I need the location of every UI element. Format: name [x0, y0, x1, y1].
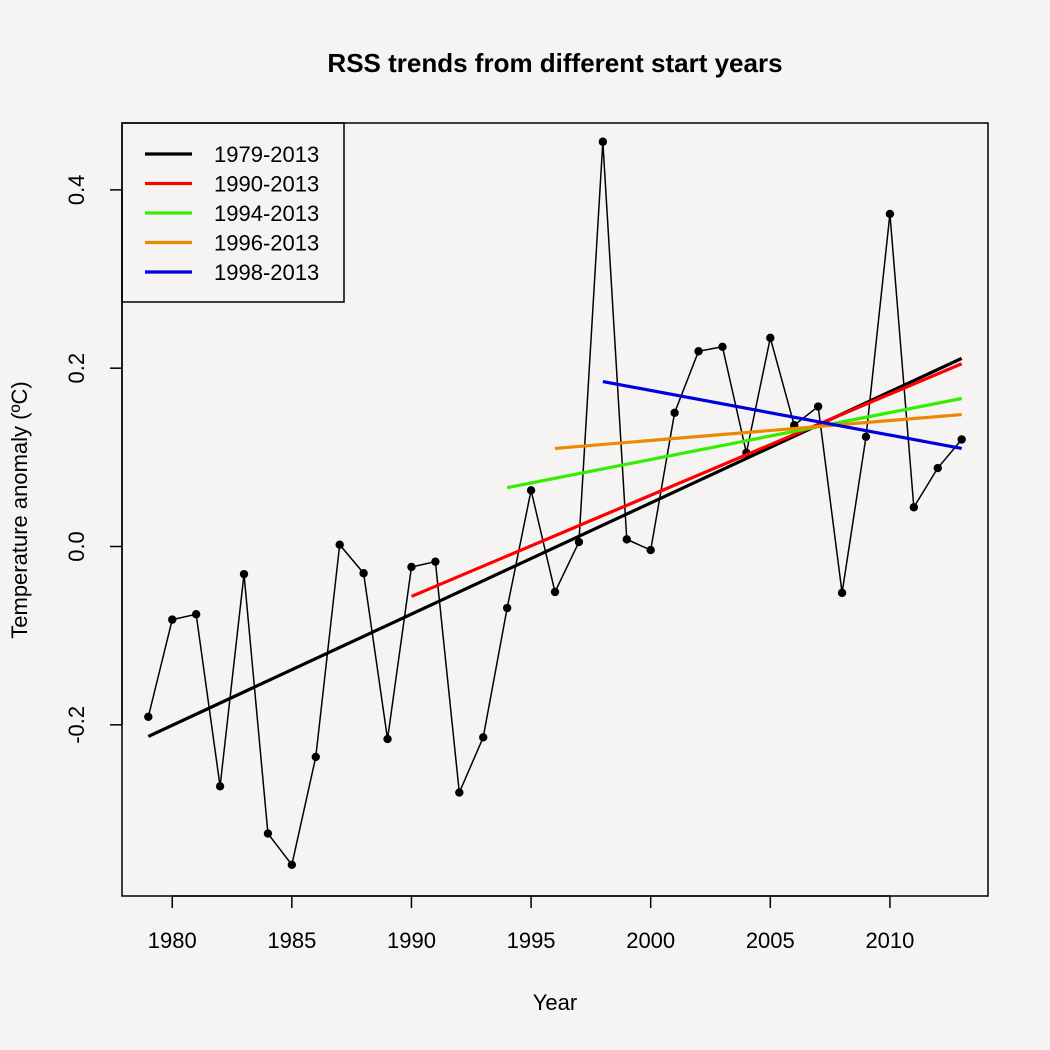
data-point: [909, 503, 919, 512]
data-point: [861, 432, 871, 442]
data-point: [813, 402, 823, 411]
trend-lines: [147, 356, 963, 738]
legend-label: 1998-2013: [214, 260, 319, 285]
data-point: [311, 752, 320, 762]
y-axis: -0.2 0.0 0.2 0.4: [64, 175, 123, 744]
x-axis: 1980 1985 1990 1995 2000 2005 2010: [148, 895, 914, 953]
data-point: [622, 535, 631, 544]
legend-box: [121, 122, 345, 303]
trend-line-1998-2013: [602, 379, 962, 450]
legend-items: 1979-2013 1990-2013 1994-2013 1996-2013 1998…: [145, 142, 319, 285]
data-point: [502, 603, 512, 613]
legend: 1979-2013 1990-2013 1994-2013 1996-2013 1998…: [121, 122, 345, 303]
y-tick-label: -0.2: [64, 706, 89, 744]
x-tick-label: 2005: [746, 928, 795, 953]
data-point: [718, 342, 727, 351]
data-point: [287, 860, 297, 869]
data-point: [431, 557, 440, 566]
data-series: [144, 137, 966, 869]
y-tick-label: 0.0: [64, 531, 89, 562]
x-tick-label: 1980: [148, 928, 197, 953]
data-point: [191, 610, 201, 619]
data-point: [168, 615, 177, 624]
x-tick-label: 1995: [507, 928, 556, 953]
data-point: [239, 569, 249, 579]
data-point: [455, 788, 464, 797]
y-axis-label: Temperature anomaly (ºC): [7, 381, 32, 638]
data-point: [574, 537, 584, 547]
trend-line-1994-2013: [506, 396, 962, 490]
data-point: [383, 734, 392, 744]
data-point: [837, 588, 847, 598]
data-point: [144, 712, 153, 721]
legend-label: 1996-2013: [214, 231, 319, 256]
data-point: [335, 540, 344, 549]
legend-label: 1994-2013: [214, 201, 319, 226]
data-point: [526, 486, 536, 495]
legend-label: 1990-2013: [214, 172, 319, 197]
data-point: [407, 562, 416, 572]
x-tick-label: 2010: [865, 928, 914, 953]
y-tick-label: 0.2: [64, 353, 89, 384]
legend-label: 1979-2013: [214, 142, 319, 167]
data-point: [766, 333, 775, 343]
data-point: [694, 347, 703, 356]
y-tick-label: 0.4: [64, 175, 89, 206]
data-point: [215, 782, 225, 791]
data-point: [263, 829, 273, 838]
x-tick-label: 1990: [387, 928, 436, 953]
data-point: [479, 733, 488, 742]
data-point: [885, 209, 895, 219]
x-axis-label: Year: [533, 990, 577, 1015]
x-tick-label: 1985: [267, 928, 316, 953]
data-point: [598, 137, 608, 146]
data-point: [359, 569, 368, 578]
data-point: [550, 587, 560, 597]
trend-line-1996-2013: [554, 412, 962, 451]
data-point: [933, 463, 942, 473]
trend-line-1990-2013: [410, 362, 963, 598]
data-point: [957, 435, 966, 444]
chart-title: RSS trends from different start years: [327, 48, 782, 78]
data-point: [646, 545, 655, 555]
x-tick-label: 2000: [626, 928, 675, 953]
data-point: [670, 408, 679, 417]
